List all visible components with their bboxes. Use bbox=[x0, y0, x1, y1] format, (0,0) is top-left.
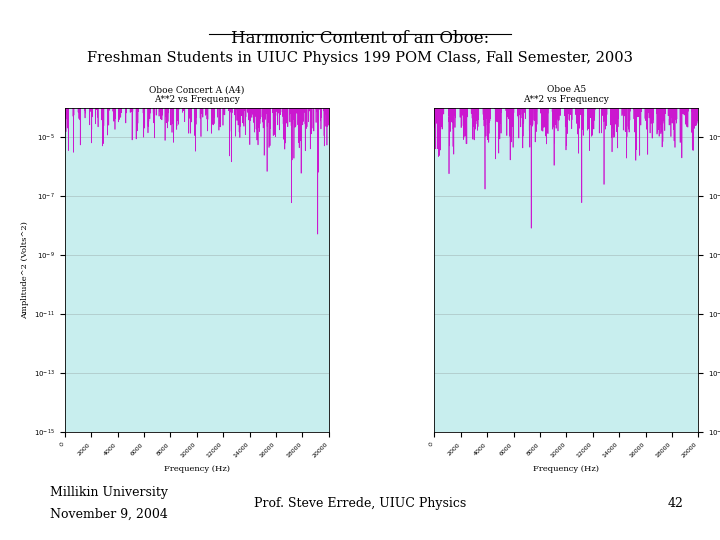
Y-axis label: Amplitude^2 (Volts^2): Amplitude^2 (Volts^2) bbox=[21, 221, 29, 319]
Text: November 9, 2004: November 9, 2004 bbox=[50, 508, 168, 521]
Text: Millikin University: Millikin University bbox=[50, 486, 168, 499]
Text: Freshman Students in UIUC Physics 199 POM Class, Fall Semester, 2003: Freshman Students in UIUC Physics 199 PO… bbox=[87, 51, 633, 65]
X-axis label: Frequency (Hz): Frequency (Hz) bbox=[164, 464, 230, 472]
Text: 42: 42 bbox=[668, 497, 684, 510]
Title: Oboe Concert A (A4)
A**2 vs Frequency: Oboe Concert A (A4) A**2 vs Frequency bbox=[149, 85, 245, 104]
Title: Oboe A5
A**2 vs Frequency: Oboe A5 A**2 vs Frequency bbox=[523, 85, 609, 104]
X-axis label: Frequency (Hz): Frequency (Hz) bbox=[534, 464, 600, 472]
Text: Harmonic Content of an Oboe:: Harmonic Content of an Oboe: bbox=[231, 30, 489, 46]
Text: Prof. Steve Errede, UIUC Physics: Prof. Steve Errede, UIUC Physics bbox=[254, 497, 466, 510]
